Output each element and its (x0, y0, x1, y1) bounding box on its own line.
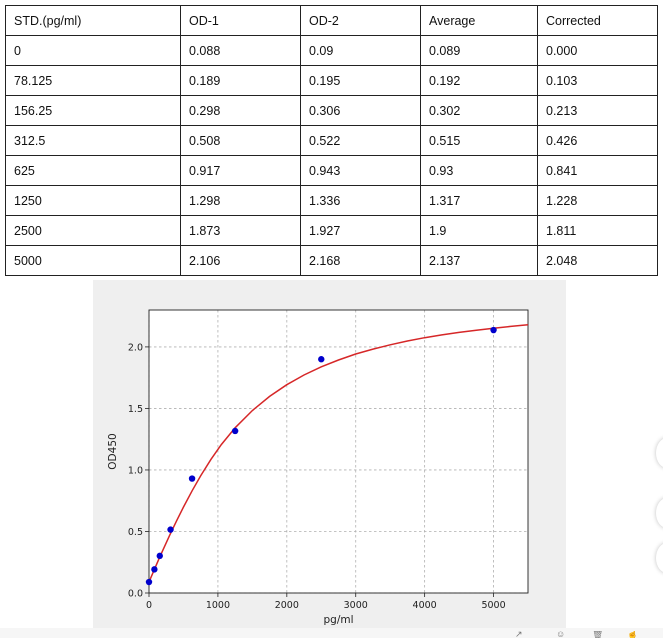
cell-corrected: 1.228 (537, 185, 658, 216)
cell-std: 312.5 (5, 125, 181, 156)
cell-od1: 0.088 (180, 35, 301, 66)
side-circle-button-2[interactable] (656, 498, 663, 528)
cell-corrected: 0.000 (537, 35, 658, 66)
cell-corrected: 1.811 (537, 215, 658, 246)
header-average: Average (420, 5, 538, 36)
cell-average: 0.515 (420, 125, 538, 156)
header-corrected: Corrected (537, 5, 658, 36)
fit-curve-line (149, 324, 528, 583)
data-point (167, 526, 174, 533)
side-circle-button-3[interactable] (656, 543, 663, 573)
cell-od2: 0.195 (300, 65, 421, 96)
x-tick-label: 2000 (275, 600, 299, 611)
cell-od2: 0.09 (300, 35, 421, 66)
data-point (188, 475, 196, 482)
cell-std: 78.125 (5, 65, 181, 96)
table-row: 1250 1.298 1.336 1.317 1.228 (5, 185, 658, 216)
cell-corrected: 0.426 (537, 125, 658, 156)
cell-average: 2.137 (420, 245, 538, 276)
cell-od2: 0.306 (300, 95, 421, 126)
cell-corrected: 0.213 (537, 95, 658, 126)
x-tick-label: 1000 (206, 600, 230, 611)
side-circle-button-1[interactable] (656, 438, 663, 468)
y-axis-label: OD450 (107, 433, 119, 469)
cell-od2: 0.943 (300, 155, 421, 186)
cell-std: 156.25 (5, 95, 181, 126)
cell-od1: 0.189 (180, 65, 301, 96)
data-point (490, 326, 497, 334)
cell-std: 5000 (5, 245, 181, 276)
cell-od1: 1.873 (180, 215, 301, 246)
table-row: 312.5 0.508 0.522 0.515 0.426 (5, 125, 658, 156)
cell-std: 2500 (5, 215, 181, 246)
x-axis-label: pg/ml (323, 614, 353, 626)
table-row: 78.125 0.189 0.195 0.192 0.103 (5, 65, 658, 96)
cell-od1: 1.298 (180, 185, 301, 216)
header-od2: OD-2 (300, 5, 421, 36)
data-point (156, 552, 163, 560)
trash-icon[interactable]: 🗑 (592, 631, 604, 638)
cell-average: 0.93 (420, 155, 538, 186)
cell-od1: 0.508 (180, 125, 301, 156)
cell-std: 625 (5, 155, 181, 186)
cell-corrected: 0.841 (537, 155, 658, 186)
cell-od1: 0.917 (180, 155, 301, 186)
table-body: 0 0.088 0.09 0.089 0.000 78.125 0.189 0.195 0.19… (5, 35, 658, 276)
cell-od2: 1.336 (300, 185, 421, 216)
table-row: 5000 2.106 2.168 2.137 2.048 (5, 245, 658, 276)
x-tick-label: 4000 (413, 600, 437, 611)
standard-curve-table: STD.(pg/ml) OD-1 OD-2 Average Corrected … (5, 5, 658, 276)
header-od1: OD-1 (180, 5, 301, 36)
cell-corrected: 2.048 (537, 245, 658, 276)
data-point (151, 566, 158, 573)
y-tick-label: 1.0 (128, 465, 143, 476)
header-std: STD.(pg/ml) (5, 5, 181, 36)
emoji-icon[interactable]: ☺ (556, 631, 566, 638)
table-row: 2500 1.873 1.927 1.9 1.811 (5, 215, 658, 246)
table-row: 0 0.088 0.09 0.089 0.000 (5, 35, 658, 66)
cell-od1: 0.298 (180, 95, 301, 126)
thumb-icon[interactable]: ☝ (627, 631, 639, 638)
cell-corrected: 0.103 (537, 65, 658, 96)
plot-frame (148, 309, 529, 594)
table-header-row: STD.(pg/ml) OD-1 OD-2 Average Corrected (5, 5, 658, 36)
y-tick-label: 0.5 (128, 527, 143, 538)
table-row: 156.25 0.298 0.306 0.302 0.213 (5, 95, 658, 126)
chart-svg: 0 1000 2000 3000 4000 5000 0.0 0.5 1.0 1.5 2.0 pg/m… (107, 309, 529, 626)
y-tick-label: 0.0 (128, 589, 143, 600)
data-point (318, 356, 325, 363)
y-tick-label: 1.5 (128, 404, 143, 415)
cell-average: 1.9 (420, 215, 538, 246)
table-row: 625 0.917 0.943 0.93 0.841 (5, 155, 658, 186)
cell-average: 0.192 (420, 65, 538, 96)
cell-od2: 0.522 (300, 125, 421, 156)
plot-area (149, 310, 528, 593)
cell-average: 1.317 (420, 185, 538, 216)
cell-average: 0.089 (420, 35, 538, 66)
cell-average: 0.302 (420, 95, 538, 126)
cell-od2: 1.927 (300, 215, 421, 246)
x-tick-label: 3000 (344, 600, 368, 611)
x-tick-label: 5000 (481, 600, 505, 611)
cell-od1: 2.106 (180, 245, 301, 276)
cell-od2: 2.168 (300, 245, 421, 276)
y-tick-label: 2.0 (128, 342, 143, 353)
cell-std: 1250 (5, 185, 181, 216)
standard-curve-chart: 0 1000 2000 3000 4000 5000 0.0 0.5 1.0 1.5 2.0 pg/m… (93, 280, 566, 634)
x-tick-label: 0 (146, 600, 152, 611)
bottom-toolbar (0, 628, 663, 638)
share-icon[interactable]: ↗ (515, 631, 523, 638)
data-point (145, 578, 153, 586)
cell-std: 0 (5, 35, 181, 66)
data-point (231, 427, 239, 435)
